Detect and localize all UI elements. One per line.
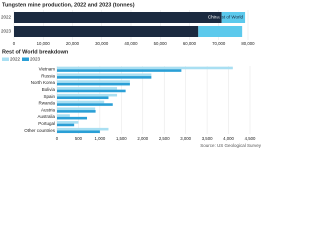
- x-tick-label: 2,500: [159, 136, 170, 141]
- bar: [57, 87, 118, 90]
- x-tick-label: 1,500: [116, 136, 127, 141]
- bar: [57, 93, 118, 97]
- y-tick-label: Vietnam: [39, 67, 56, 72]
- x-tick-label: 60,000: [183, 41, 197, 46]
- x-tick-label: 80,000: [241, 41, 255, 46]
- y-tick-label: Other countries: [24, 128, 56, 133]
- bar: [57, 89, 126, 93]
- x-tick-label: 40,000: [124, 41, 138, 46]
- bar: [57, 123, 75, 127]
- chart: Tungsten mine production, 2022 and 2023 …: [1, 2, 262, 148]
- chart-title: Rest of World breakdown: [2, 49, 69, 55]
- bar: [57, 76, 152, 79]
- bar: [57, 66, 233, 70]
- x-tick-label: 0: [56, 136, 59, 141]
- x-tick-label: 4,500: [245, 136, 256, 141]
- x-tick-label: 1,000: [95, 136, 106, 141]
- series-label: Rest of World: [216, 15, 244, 20]
- y-tick-label: 2022: [1, 15, 12, 20]
- bar: [57, 130, 100, 134]
- bar: [57, 103, 113, 106]
- bar: [14, 12, 222, 23]
- y-tick-label: Spain: [43, 94, 55, 99]
- series-label: China: [208, 15, 220, 20]
- bar: [57, 80, 130, 83]
- bar: [57, 100, 105, 104]
- bar: [57, 110, 96, 113]
- legend-swatch: [22, 57, 29, 61]
- x-tick-label: 3,000: [180, 136, 191, 141]
- bar: [198, 26, 243, 37]
- bar: [57, 82, 130, 86]
- bar: [57, 127, 109, 131]
- x-tick-label: 0: [13, 41, 16, 46]
- bar: [14, 26, 199, 37]
- y-tick-label: Portugal: [38, 121, 55, 126]
- x-tick-label: 20,000: [66, 41, 80, 46]
- legend-label: 2023: [30, 57, 41, 62]
- x-tick-label: 2,000: [137, 136, 148, 141]
- bar: [57, 73, 152, 77]
- legend-swatch: [2, 57, 9, 61]
- y-tick-label: Australia: [37, 114, 55, 119]
- x-tick-label: 500: [75, 136, 83, 141]
- bar: [57, 96, 109, 100]
- x-tick-label: 10,000: [37, 41, 51, 46]
- source: Source: US Geological Survey: [200, 143, 262, 148]
- bar: [57, 69, 182, 72]
- x-tick-label: 4,000: [223, 136, 234, 141]
- y-tick-label: North Korea: [31, 80, 56, 85]
- y-tick-label: Russia: [41, 73, 55, 78]
- legend-label: 2022: [10, 57, 21, 62]
- bar: [221, 12, 246, 23]
- bar: [57, 114, 70, 117]
- x-tick-label: 50,000: [154, 41, 168, 46]
- bar: [57, 121, 79, 124]
- bar: [57, 116, 88, 120]
- y-tick-label: Rwanda: [38, 101, 55, 106]
- y-tick-label: 2023: [1, 29, 12, 34]
- bar: [57, 107, 96, 111]
- x-tick-label: 30,000: [95, 41, 109, 46]
- y-tick-label: Austria: [41, 107, 56, 112]
- y-tick-label: Bolivia: [42, 87, 56, 92]
- x-tick-label: 3,500: [202, 136, 213, 141]
- chart-title: Tungsten mine production, 2022 and 2023 …: [2, 2, 135, 8]
- x-tick-label: 70,000: [212, 41, 226, 46]
